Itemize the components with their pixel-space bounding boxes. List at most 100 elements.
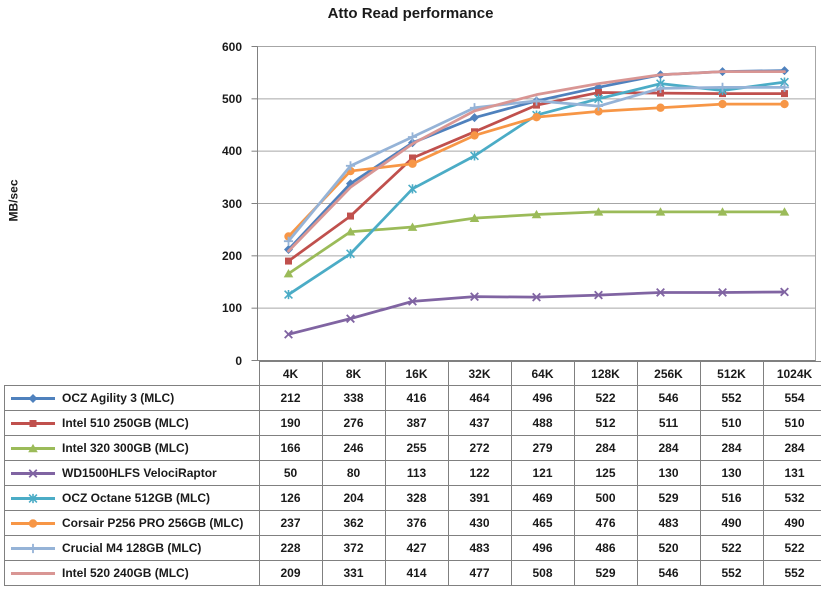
value-cell: 496: [510, 385, 575, 411]
value-cell: 512: [573, 410, 638, 436]
series-marker-x: [28, 468, 38, 478]
column-header: 32K: [447, 361, 512, 386]
value-cell: 552: [762, 560, 821, 586]
series-name-label: WD1500HLFS VelociRaptor: [62, 466, 217, 480]
series-name-label: Intel 320 300GB (MLC): [62, 441, 189, 455]
value-cell: 372: [321, 535, 386, 561]
legend-swatch-icon: [11, 571, 55, 575]
value-cell: 121: [510, 460, 575, 486]
value-cell: 477: [447, 560, 512, 586]
series-marker-plus: [655, 83, 666, 93]
series-marker-triangle: [779, 207, 790, 216]
legend-swatch-icon: [11, 468, 55, 478]
y-axis-tick-label: 600: [221, 39, 242, 54]
value-cell: 376: [384, 510, 449, 536]
series-marker-asterisk: [346, 249, 355, 259]
value-cell: 476: [573, 510, 638, 536]
value-cell: 508: [510, 560, 575, 586]
value-cell: 532: [762, 485, 821, 511]
series-marker-circle: [656, 103, 665, 112]
series-marker-square: [29, 419, 37, 427]
series-marker-circle: [780, 99, 789, 109]
series-marker-triangle: [407, 222, 418, 231]
value-cell: 516: [699, 485, 764, 511]
value-cell: 416: [384, 385, 449, 411]
value-cell: 552: [699, 385, 764, 411]
series-marker-triangle: [469, 213, 480, 222]
legend-cell: OCZ Octane 512GB (MLC): [4, 485, 260, 511]
table-header-row: 4K 8K 16K 32K 64K 128K 256K 512K 1024K: [5, 361, 821, 386]
table-row: OCZ Octane 512GB (MLC) 126 204 328 391 469 500…: [4, 485, 821, 511]
column-header: 64K: [510, 361, 575, 386]
value-cell: 490: [762, 510, 821, 536]
series-name-label: Corsair P256 PRO 256GB (MLC): [62, 516, 244, 530]
value-cell: 546: [636, 560, 701, 586]
series-marker-triangle: [717, 207, 728, 216]
value-cell: 437: [447, 410, 512, 436]
series-marker-plus: [717, 82, 728, 92]
table-corner-spacer: [5, 362, 260, 386]
series-marker-triangle: [28, 443, 38, 452]
legend-cell: WD1500HLFS VelociRaptor: [4, 460, 260, 486]
value-cell: 486: [573, 535, 638, 561]
legend-cell: Corsair P256 PRO 256GB (MLC): [4, 510, 260, 536]
y-axis-tick-label: 200: [221, 248, 242, 263]
series-marker-square: [347, 212, 354, 220]
legend-swatch-icon: [11, 393, 55, 403]
value-cell: 130: [699, 460, 764, 486]
value-cell: 510: [699, 410, 764, 436]
series-marker-square: [781, 90, 788, 98]
value-cell: 50: [258, 460, 323, 486]
value-cell: 500: [573, 485, 638, 511]
value-cell: 529: [573, 560, 638, 586]
legend-cell: Intel 520 240GB (MLC): [4, 560, 260, 586]
series-marker-x: [470, 292, 479, 302]
value-cell: 125: [573, 460, 638, 486]
series-marker-x: [780, 287, 789, 297]
value-cell: 284: [762, 435, 821, 461]
series-marker-x: [408, 296, 417, 306]
y-axis-tick-label: 400: [221, 144, 242, 159]
value-cell: 126: [258, 485, 323, 511]
series-name-label: OCZ Agility 3 (MLC): [62, 391, 175, 405]
value-cell: 490: [699, 510, 764, 536]
legend-cell: OCZ Agility 3 (MLC): [4, 385, 260, 411]
column-header: 8K: [321, 361, 386, 386]
table-row: OCZ Agility 3 (MLC) 212 338 416 464 496 522 546…: [4, 385, 821, 411]
value-cell: 209: [258, 560, 323, 586]
series-marker-square: [657, 89, 664, 97]
series-name-label: OCZ Octane 512GB (MLC): [62, 491, 211, 505]
series-marker-triangle: [345, 227, 356, 236]
series-marker-plus: [593, 101, 604, 111]
series-marker-diamond: [470, 113, 479, 123]
series-marker-triangle: [531, 209, 542, 219]
value-cell: 552: [699, 560, 764, 586]
value-cell: 496: [510, 535, 575, 561]
column-header: 4K: [258, 361, 323, 386]
value-cell: 204: [321, 485, 386, 511]
value-cell: 80: [321, 460, 386, 486]
value-cell: 284: [573, 435, 638, 461]
table-row: Intel 510 250GB (MLC) 190 276 387 437 488 512 5…: [4, 410, 821, 436]
table-row: Intel 520 240GB (MLC) 209 331 414 477 508 529 5…: [4, 560, 821, 586]
column-header: 1024K: [762, 361, 821, 386]
table-row: WD1500HLFS VelociRaptor 50 80 113 122 121 125 1…: [4, 460, 821, 486]
series-marker-x: [532, 292, 541, 302]
value-cell: 529: [636, 485, 701, 511]
series-marker-triangle: [593, 207, 604, 216]
legend-cell: Intel 320 300GB (MLC): [4, 435, 260, 461]
value-cell: 483: [447, 535, 512, 561]
value-cell: 113: [384, 460, 449, 486]
legend-swatch-icon: [11, 443, 55, 452]
value-cell: 338: [321, 385, 386, 411]
value-cell: 272: [447, 435, 512, 461]
y-axis-tick-label: 100: [221, 301, 242, 316]
value-cell: 255: [384, 435, 449, 461]
series-marker-asterisk: [470, 151, 479, 161]
value-cell: 387: [384, 410, 449, 436]
value-cell: 279: [510, 435, 575, 461]
chart-title: Atto Read performance: [327, 5, 494, 22]
value-cell: 546: [636, 385, 701, 411]
column-header: 256K: [636, 361, 701, 386]
